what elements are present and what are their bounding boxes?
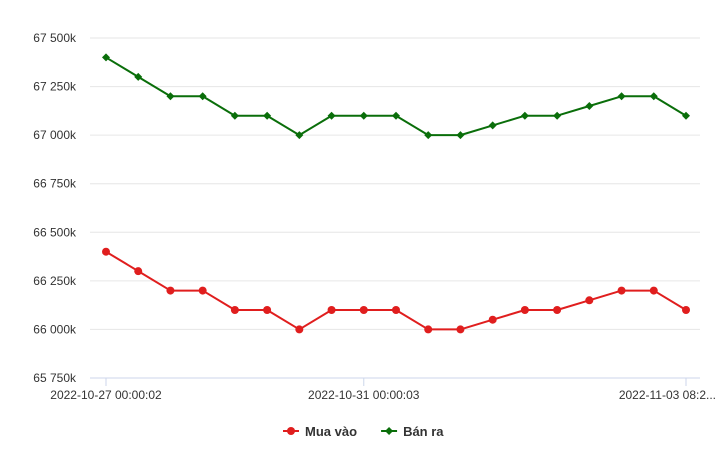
data-point[interactable] bbox=[392, 111, 400, 120]
data-point[interactable] bbox=[617, 286, 626, 295]
legend-item[interactable]: Mua vào bbox=[283, 424, 357, 439]
data-point[interactable] bbox=[263, 111, 272, 120]
data-point[interactable] bbox=[166, 286, 175, 295]
x-tick-label: 2022-10-31 00:00:03 bbox=[308, 388, 420, 402]
data-point[interactable] bbox=[359, 111, 368, 120]
y-tick-label: 66 750k bbox=[33, 177, 77, 191]
legend-circle-icon bbox=[287, 427, 295, 435]
data-point[interactable] bbox=[198, 286, 207, 295]
series-2[interactable] bbox=[102, 53, 690, 140]
legend[interactable]: Mua vào Bán ra bbox=[283, 424, 444, 439]
x-tick-label: 2022-10-27 00:00:02 bbox=[50, 388, 162, 402]
data-point[interactable] bbox=[359, 306, 368, 314]
data-point[interactable] bbox=[327, 111, 336, 120]
x-axis-ticks: 2022-10-27 00:00:02 2022-10-31 00:00:03 20… bbox=[50, 378, 716, 402]
data-point[interactable] bbox=[488, 121, 497, 130]
legend-label: Bán ra bbox=[403, 424, 444, 439]
data-point[interactable] bbox=[263, 306, 272, 314]
data-point[interactable] bbox=[230, 111, 239, 120]
data-point[interactable] bbox=[585, 296, 594, 305]
data-point[interactable] bbox=[166, 92, 175, 101]
data-point[interactable] bbox=[295, 131, 304, 140]
legend-diamond-icon bbox=[385, 427, 394, 435]
grid-lines bbox=[90, 37, 700, 379]
data-point[interactable] bbox=[649, 286, 658, 295]
series-line[interactable] bbox=[105, 56, 687, 137]
y-tick-label: 66 500k bbox=[33, 225, 77, 239]
y-tick-label: 67 500k bbox=[33, 31, 77, 45]
data-point[interactable] bbox=[520, 306, 529, 314]
data-point[interactable] bbox=[198, 92, 207, 101]
series-layer bbox=[102, 53, 690, 334]
data-point[interactable] bbox=[585, 102, 594, 110]
data-point[interactable] bbox=[456, 325, 465, 334]
series-1[interactable] bbox=[102, 247, 690, 334]
data-point[interactable] bbox=[327, 306, 336, 314]
y-tick-label: 66 250k bbox=[33, 274, 77, 288]
data-point[interactable] bbox=[682, 111, 690, 120]
data-point[interactable] bbox=[488, 315, 497, 324]
data-point[interactable] bbox=[424, 131, 433, 140]
y-axis-ticks: 65 750k 66 000k 66 250k 66 500k 66 750k 67 00… bbox=[33, 31, 77, 385]
data-point[interactable] bbox=[424, 325, 433, 334]
data-point[interactable] bbox=[456, 131, 465, 140]
y-tick-label: 67 000k bbox=[33, 128, 77, 142]
data-point[interactable] bbox=[392, 306, 400, 314]
legend-label: Mua vào bbox=[305, 424, 357, 439]
data-point[interactable] bbox=[649, 92, 658, 101]
x-tick-label: 2022-11-03 08:2... bbox=[619, 388, 716, 402]
data-point[interactable] bbox=[295, 325, 304, 334]
data-point[interactable] bbox=[617, 92, 626, 101]
data-point[interactable] bbox=[230, 306, 239, 314]
data-point[interactable] bbox=[520, 111, 529, 120]
data-point[interactable] bbox=[682, 306, 690, 314]
data-point[interactable] bbox=[134, 267, 143, 276]
legend-item[interactable]: Bán ra bbox=[381, 424, 444, 439]
data-point[interactable] bbox=[102, 53, 110, 62]
data-point[interactable] bbox=[553, 306, 562, 314]
data-point[interactable] bbox=[553, 111, 562, 120]
series-line[interactable] bbox=[105, 250, 687, 331]
y-tick-label: 65 750k bbox=[33, 371, 77, 385]
data-point[interactable] bbox=[102, 247, 110, 256]
data-point[interactable] bbox=[134, 72, 143, 81]
y-tick-label: 66 000k bbox=[33, 322, 77, 336]
y-tick-label: 67 250k bbox=[33, 80, 77, 94]
